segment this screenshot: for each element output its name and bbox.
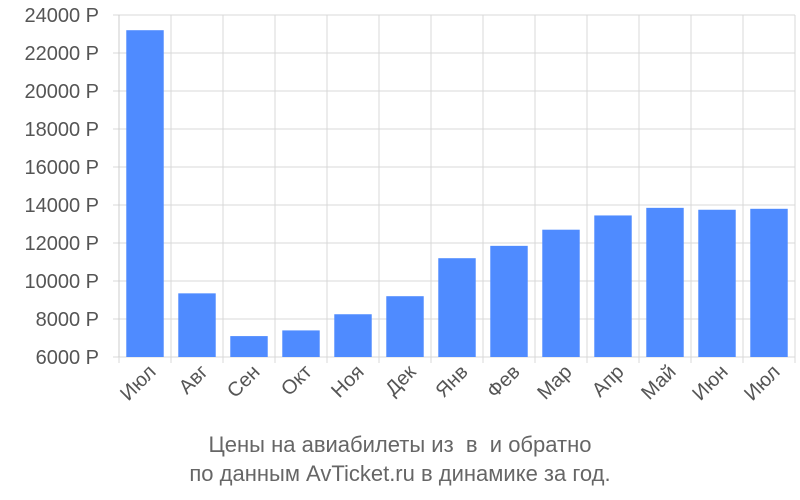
x-tick-label: Авг bbox=[175, 361, 213, 399]
x-tick-label: Окт bbox=[277, 361, 316, 400]
x-tick-label: Июл bbox=[116, 361, 160, 405]
bars bbox=[126, 30, 788, 357]
x-tick-label: Мар bbox=[533, 361, 576, 404]
x-tick-label: Май bbox=[637, 361, 680, 404]
x-tick-label: Апр bbox=[588, 361, 629, 402]
bar bbox=[126, 30, 164, 357]
y-tick-label: 24000 Р bbox=[24, 5, 99, 27]
y-tick-label: 14000 Р bbox=[24, 195, 99, 217]
bar bbox=[698, 209, 736, 357]
y-tick-labels: 6000 Р 8000 Р 10000 Р 12000 Р 14000 Р 16000 Р… bbox=[24, 5, 99, 369]
y-tick-label: 8000 Р bbox=[36, 309, 99, 331]
x-tick-label: Дек bbox=[381, 361, 420, 400]
y-tick-label: 18000 Р bbox=[24, 119, 99, 141]
x-tick-label: Июн bbox=[688, 361, 732, 405]
chart-caption-line-1: Цены на авиабилеты из в и обратно bbox=[208, 432, 592, 457]
chart-caption-line-2: по данным AvTicket.ru в динамике за год. bbox=[189, 461, 611, 486]
x-tick-label: Июл bbox=[740, 361, 784, 405]
bar bbox=[750, 208, 788, 357]
y-tick-label: 20000 Р bbox=[24, 81, 99, 103]
bar bbox=[594, 215, 632, 357]
bar bbox=[542, 229, 580, 357]
bar bbox=[490, 245, 528, 357]
x-tick-label: Ноя bbox=[327, 361, 368, 402]
y-tick-label: 12000 Р bbox=[24, 233, 99, 255]
bar bbox=[230, 336, 268, 357]
bar bbox=[646, 207, 684, 357]
bar bbox=[438, 258, 476, 357]
x-tick-label: Сен bbox=[223, 361, 264, 402]
x-tick-label: Янв bbox=[431, 361, 472, 402]
y-tick-label: 16000 Р bbox=[24, 157, 99, 179]
y-tick-label: 6000 Р bbox=[36, 347, 99, 369]
y-tick-label: 22000 Р bbox=[24, 43, 99, 65]
x-tick-labels: Июл Авг Сен Окт Ноя Дек Янв Фев Мар Апр Май Июн Июл bbox=[116, 361, 784, 405]
bar bbox=[282, 330, 320, 357]
bar bbox=[334, 314, 372, 357]
bar bbox=[386, 296, 424, 357]
x-tick-label: Фев bbox=[483, 361, 525, 403]
bar bbox=[178, 293, 216, 357]
y-tick-label: 10000 Р bbox=[24, 271, 99, 293]
